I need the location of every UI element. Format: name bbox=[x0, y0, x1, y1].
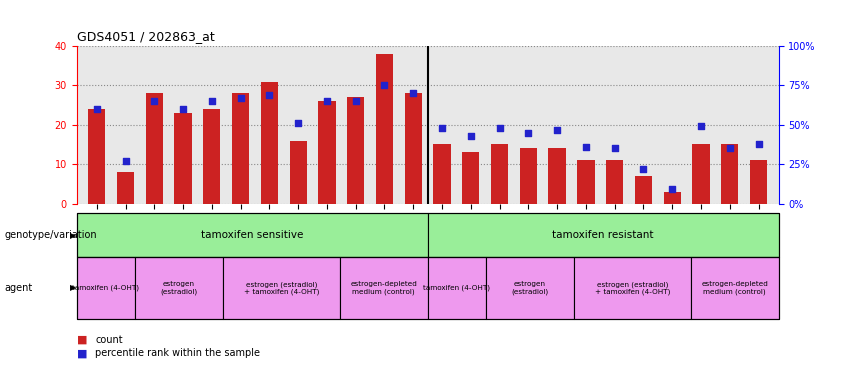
Bar bbox=[146, 93, 163, 204]
Bar bbox=[606, 160, 623, 204]
Text: estrogen
(estradiol): estrogen (estradiol) bbox=[511, 281, 549, 295]
Text: estrogen-depleted
medium (control): estrogen-depleted medium (control) bbox=[701, 281, 768, 295]
Point bbox=[637, 166, 650, 172]
Bar bbox=[260, 81, 278, 204]
Text: estrogen (estradiol)
+ tamoxifen (4-OHT): estrogen (estradiol) + tamoxifen (4-OHT) bbox=[243, 281, 319, 295]
Point bbox=[291, 120, 305, 126]
Text: ▶: ▶ bbox=[70, 231, 77, 240]
Bar bbox=[635, 176, 652, 204]
Bar bbox=[433, 144, 451, 204]
Bar bbox=[721, 144, 739, 204]
Text: GDS4051 / 202863_at: GDS4051 / 202863_at bbox=[77, 30, 214, 43]
Point bbox=[118, 158, 132, 164]
Bar bbox=[491, 144, 508, 204]
Bar bbox=[750, 160, 767, 204]
Text: estrogen-depleted
medium (control): estrogen-depleted medium (control) bbox=[351, 281, 417, 295]
Text: ■: ■ bbox=[77, 348, 87, 358]
Point bbox=[522, 130, 535, 136]
Point bbox=[263, 92, 277, 98]
Text: estrogen (estradiol)
+ tamoxifen (4-OHT): estrogen (estradiol) + tamoxifen (4-OHT) bbox=[595, 281, 670, 295]
Text: agent: agent bbox=[4, 283, 32, 293]
Bar bbox=[347, 97, 364, 204]
Bar bbox=[89, 109, 106, 204]
Bar bbox=[664, 192, 681, 204]
Point bbox=[90, 106, 104, 112]
Point bbox=[464, 133, 477, 139]
Point bbox=[751, 141, 765, 147]
Bar bbox=[549, 149, 566, 204]
Text: tamoxifen (4-OHT): tamoxifen (4-OHT) bbox=[424, 285, 490, 291]
Text: ■: ■ bbox=[77, 335, 87, 345]
Point bbox=[435, 125, 448, 131]
Point bbox=[493, 125, 506, 131]
Point bbox=[608, 146, 621, 152]
Bar bbox=[462, 152, 479, 204]
Bar bbox=[520, 149, 537, 204]
Bar bbox=[174, 113, 191, 204]
Bar bbox=[203, 109, 220, 204]
Bar bbox=[117, 172, 134, 204]
Point bbox=[234, 95, 248, 101]
Bar bbox=[693, 144, 710, 204]
Text: count: count bbox=[95, 335, 123, 345]
Point bbox=[147, 98, 161, 104]
Point bbox=[694, 123, 708, 129]
Point bbox=[407, 90, 420, 96]
Bar bbox=[232, 93, 249, 204]
Point bbox=[579, 144, 592, 150]
Point bbox=[551, 126, 564, 132]
Point bbox=[349, 98, 363, 104]
Point bbox=[665, 186, 679, 192]
Bar bbox=[404, 93, 422, 204]
Point bbox=[378, 83, 391, 89]
Bar bbox=[289, 141, 306, 204]
Point bbox=[723, 146, 737, 152]
Bar bbox=[318, 101, 335, 204]
Point bbox=[205, 98, 219, 104]
Point bbox=[320, 98, 334, 104]
Text: ▶: ▶ bbox=[70, 283, 77, 293]
Bar bbox=[577, 160, 595, 204]
Text: tamoxifen resistant: tamoxifen resistant bbox=[552, 230, 654, 240]
Text: percentile rank within the sample: percentile rank within the sample bbox=[95, 348, 260, 358]
Text: tamoxifen (4-OHT): tamoxifen (4-OHT) bbox=[72, 285, 140, 291]
Text: genotype/variation: genotype/variation bbox=[4, 230, 97, 240]
Point bbox=[176, 106, 190, 112]
Text: tamoxifen sensitive: tamoxifen sensitive bbox=[201, 230, 303, 240]
Bar bbox=[376, 54, 393, 204]
Text: estrogen
(estradiol): estrogen (estradiol) bbox=[160, 281, 197, 295]
